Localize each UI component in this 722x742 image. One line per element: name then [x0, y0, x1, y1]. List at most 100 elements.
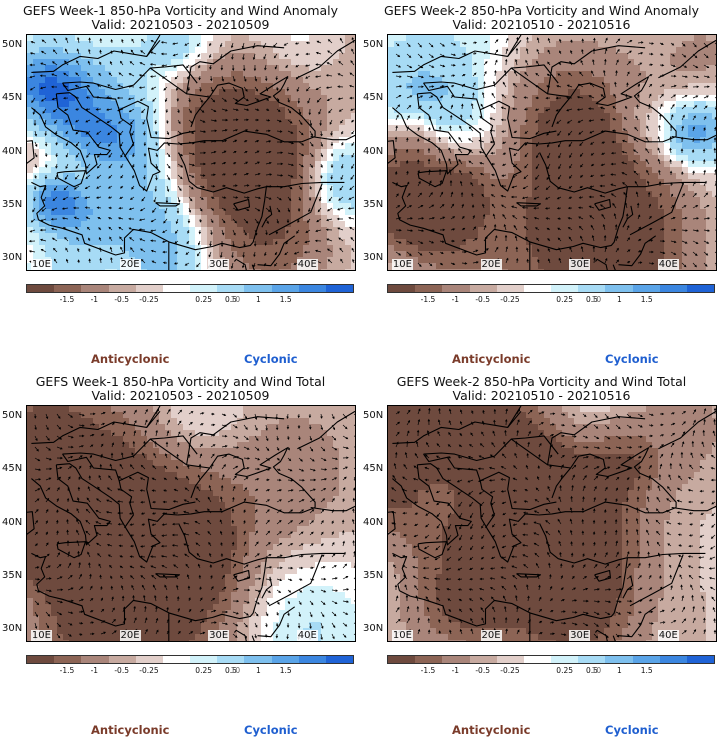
colorbar-segment — [632, 285, 660, 292]
colorbar-label: -1.5 — [420, 666, 436, 675]
panel-subtitle: Valid: 20210510 - 20210516 — [452, 17, 631, 32]
wind-vectors — [390, 407, 716, 639]
colorbar-unit: 10 — [591, 295, 602, 304]
x-tick-label: 20E — [480, 259, 502, 270]
y-tick-label: 45N — [2, 463, 23, 475]
panel-subtitle: Valid: 20210503 - 20210509 — [91, 17, 270, 32]
colorbar-segment — [551, 656, 579, 663]
colorbar-segment — [686, 285, 715, 292]
x-tick-label: 30E — [208, 259, 230, 270]
x-tick-label: 30E — [208, 630, 230, 641]
colorbar-segment — [54, 285, 82, 292]
colorbar-segment — [108, 656, 136, 663]
colorbar-segment — [298, 656, 326, 663]
x-tick-label: 20E — [480, 630, 502, 641]
vorticity-map — [387, 34, 717, 271]
map-canvas — [27, 406, 355, 641]
colorbar-segment — [27, 285, 55, 292]
colorbar-segment — [81, 656, 109, 663]
colorbar-segment — [325, 656, 354, 663]
colorbar-label: 0.25 — [556, 666, 574, 675]
panel-week2-anomaly: GEFS Week-2 850-hPa Vorticity and Wind A… — [361, 0, 722, 371]
colorbar — [387, 284, 715, 293]
colorbar-segment — [81, 285, 109, 292]
colorbar-segment — [578, 285, 606, 292]
wind-vectors — [28, 36, 355, 269]
colorbar-segment — [388, 285, 416, 292]
legend-anticyclonic: Anticyclonic — [452, 723, 531, 737]
y-tick-label: 35N — [363, 569, 384, 581]
colorbar-segment — [244, 285, 272, 292]
colorbar-label: 0.5 — [586, 295, 598, 304]
colorbar-segment — [415, 285, 443, 292]
y-tick-label: 45N — [2, 92, 23, 104]
wind-vectors — [34, 408, 355, 641]
colorbar-label: -1 — [90, 666, 99, 675]
colorbar-segment — [469, 285, 497, 292]
vorticity-field — [27, 406, 355, 641]
y-tick-label: 40N — [2, 516, 23, 528]
y-tick-label: 50N — [363, 409, 384, 421]
colorbar-segment — [271, 285, 299, 292]
colorbar-segment — [632, 656, 660, 663]
x-tick-label: 20E — [119, 630, 141, 641]
colorbar-label: -0.5 — [114, 666, 129, 675]
colorbar-segment — [442, 285, 470, 292]
y-tick-label: 40N — [363, 516, 384, 528]
legend-cyclonic: Cyclonic — [244, 723, 298, 737]
colorbar-segment — [108, 285, 136, 292]
colorbar-segment — [523, 656, 552, 663]
colorbar-segment — [659, 285, 687, 292]
legend-cyclonic: Cyclonic — [605, 723, 659, 737]
panel-week1-total: GEFS Week-1 850-hPa Vorticity and Wind T… — [0, 371, 361, 742]
vorticity-field — [388, 406, 716, 641]
x-tick-label: 40E — [657, 630, 679, 641]
legend-anticyclonic: Anticyclonic — [452, 352, 531, 366]
colorbar-label: 0.5 — [225, 666, 237, 675]
y-tick-label: 30N — [363, 252, 384, 264]
colorbar-segment — [271, 656, 299, 663]
panel-title: GEFS Week-1 850-hPa Vorticity and Wind A… — [22, 3, 339, 18]
colorbar-unit: 10 — [591, 666, 602, 675]
colorbar-label: 1 — [616, 295, 622, 304]
colorbar-label: 1.5 — [279, 295, 292, 304]
colorbar-segment — [217, 656, 245, 663]
colorbar-label: -0.25 — [139, 666, 159, 675]
panel-subtitle: Valid: 20210503 - 20210509 — [91, 388, 270, 403]
y-tick-label: 35N — [2, 198, 23, 210]
colorbar — [387, 655, 715, 664]
colorbar-segment — [190, 285, 218, 292]
colorbar-label: -0.5 — [114, 295, 129, 304]
panel-title: GEFS Week-1 850-hPa Vorticity and Wind T… — [35, 374, 326, 389]
map-canvas — [388, 406, 716, 641]
colorbar-label: -0.25 — [500, 295, 520, 304]
colorbar-segment — [496, 656, 524, 663]
colorbar-label: -1 — [451, 666, 460, 675]
coastlines — [388, 406, 716, 641]
colorbar-segment — [325, 285, 354, 292]
colorbar-segment — [27, 656, 55, 663]
legend-anticyclonic: Anticyclonic — [91, 723, 170, 737]
colorbar-segment — [135, 656, 163, 663]
colorbar-segment — [578, 656, 606, 663]
y-tick-label: 40N — [363, 145, 384, 157]
y-tick-label: 50N — [2, 409, 23, 421]
x-tick-label: 30E — [569, 630, 591, 641]
map-canvas — [27, 35, 355, 270]
x-tick-label: 20E — [119, 259, 141, 270]
colorbar — [26, 655, 354, 664]
y-tick-label: 45N — [363, 463, 384, 475]
colorbar-label: 1.5 — [279, 666, 292, 675]
panel-title: GEFS Week-2 850-hPa Vorticity and Wind A… — [383, 3, 700, 18]
colorbar-segment — [496, 285, 524, 292]
colorbar — [26, 284, 354, 293]
colorbar-segment — [551, 285, 579, 292]
colorbar-segment — [469, 656, 497, 663]
colorbar-segment — [442, 656, 470, 663]
y-tick-label: 50N — [2, 38, 23, 50]
colorbar-segment — [217, 285, 245, 292]
colorbar-label: 1.5 — [640, 666, 653, 675]
colorbar-label: 0.25 — [556, 295, 574, 304]
panel-title: GEFS Week-2 850-hPa Vorticity and Wind T… — [396, 374, 687, 389]
legend-cyclonic: Cyclonic — [605, 352, 659, 366]
